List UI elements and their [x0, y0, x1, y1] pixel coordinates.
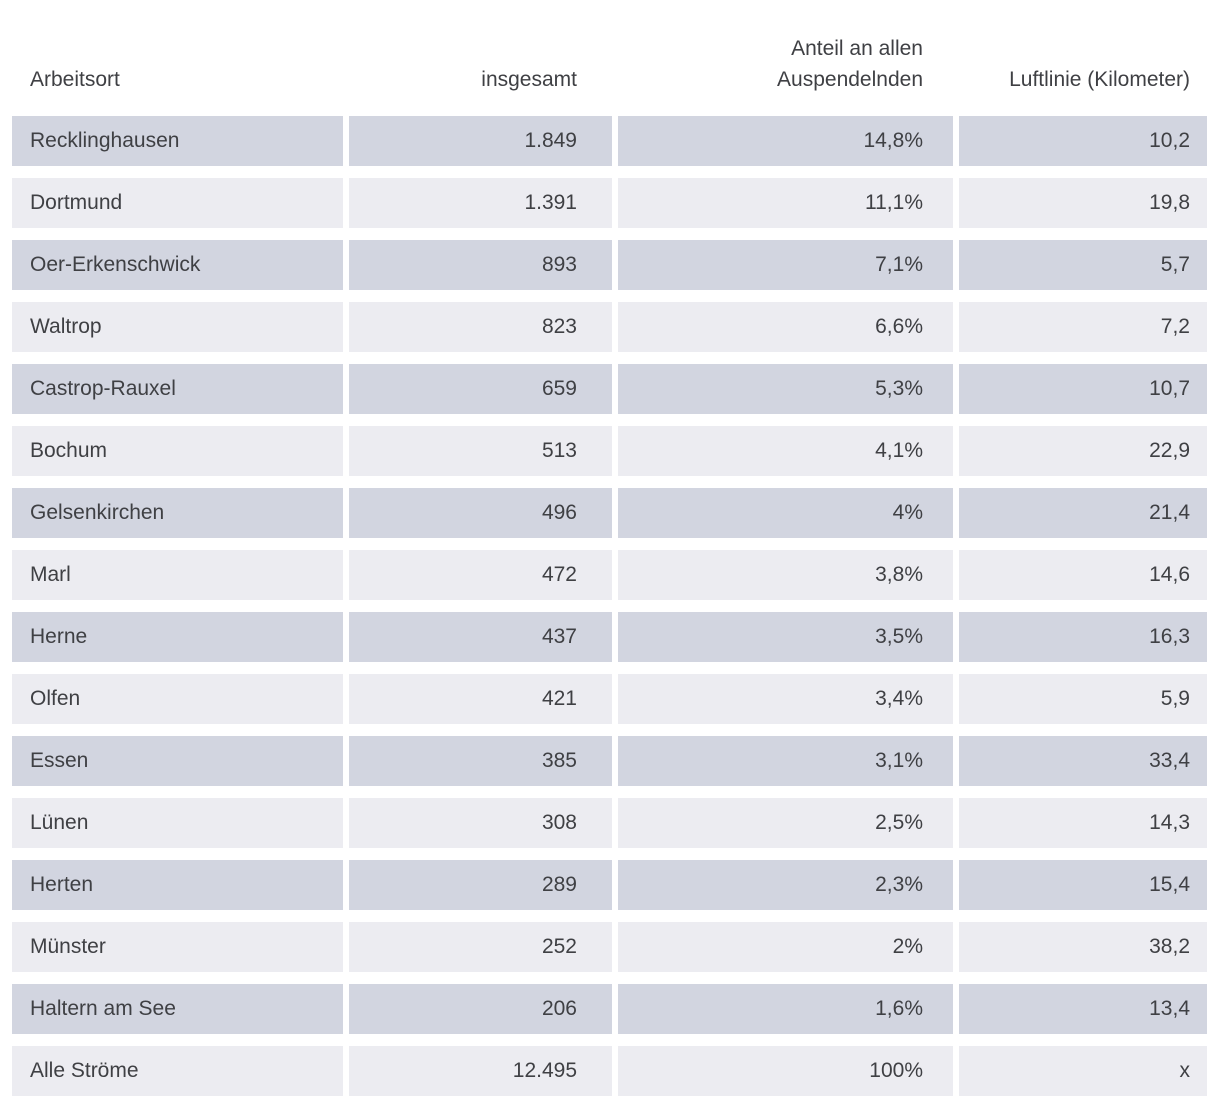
cell-arbeitsort: Dortmund: [12, 178, 343, 228]
cell-insgesamt: 893: [349, 240, 612, 290]
cell-insgesamt: 823: [349, 302, 612, 352]
cell-anteil: 3,4%: [618, 674, 953, 724]
cell-luftlinie: 10,2: [959, 116, 1207, 166]
cell-anteil: 4%: [618, 488, 953, 538]
cell-arbeitsort: Lünen: [12, 798, 343, 848]
cell-insgesamt: 206: [349, 984, 612, 1034]
table-header: Arbeitsort insgesamt Anteil an allen Aus…: [12, 33, 1220, 95]
cell-luftlinie: 16,3: [959, 612, 1207, 662]
table-row: Essen 385 3,1% 33,4: [12, 736, 1220, 786]
cell-anteil: 5,3%: [618, 364, 953, 414]
header-luftlinie: Luftlinie (Kilometer): [1009, 68, 1190, 91]
cell-anteil: 11,1%: [618, 178, 953, 228]
cell-arbeitsort: Bochum: [12, 426, 343, 476]
cell-insgesamt: 289: [349, 860, 612, 910]
cell-luftlinie: 5,7: [959, 240, 1207, 290]
table-row: Waltrop 823 6,6% 7,2: [12, 302, 1220, 352]
cell-luftlinie: 19,8: [959, 178, 1207, 228]
cell-arbeitsort: Oer-Erkenschwick: [12, 240, 343, 290]
cell-anteil: 6,6%: [618, 302, 953, 352]
cell-luftlinie: 7,2: [959, 302, 1207, 352]
cell-arbeitsort: Marl: [12, 550, 343, 600]
cell-luftlinie: 14,6: [959, 550, 1207, 600]
cell-luftlinie: 15,4: [959, 860, 1207, 910]
cell-anteil: 3,1%: [618, 736, 953, 786]
table-row: Herne 437 3,5% 16,3: [12, 612, 1220, 662]
cell-arbeitsort: Essen: [12, 736, 343, 786]
cell-insgesamt: 659: [349, 364, 612, 414]
cell-anteil: 7,1%: [618, 240, 953, 290]
cell-luftlinie: 33,4: [959, 736, 1207, 786]
cell-insgesamt: 1.849: [349, 116, 612, 166]
cell-anteil: 14,8%: [618, 116, 953, 166]
commuter-table-page: Arbeitsort insgesamt Anteil an allen Aus…: [0, 33, 1220, 1118]
cell-arbeitsort: Alle Ströme: [12, 1046, 343, 1096]
table-row: Castrop-Rauxel 659 5,3% 10,7: [12, 364, 1220, 414]
cell-anteil: 4,1%: [618, 426, 953, 476]
cell-insgesamt: 472: [349, 550, 612, 600]
table-row: Bochum 513 4,1% 22,9: [12, 426, 1220, 476]
table-rows: Recklinghausen 1.849 14,8% 10,2 Dortmund 1.39…: [12, 116, 1220, 1096]
cell-luftlinie: 10,7: [959, 364, 1207, 414]
cell-arbeitsort: Recklinghausen: [12, 116, 343, 166]
cell-insgesamt: 513: [349, 426, 612, 476]
cell-insgesamt: 385: [349, 736, 612, 786]
table-row: Dortmund 1.391 11,1% 19,8: [12, 178, 1220, 228]
table-row: Lünen 308 2,5% 14,3: [12, 798, 1220, 848]
cell-luftlinie: 21,4: [959, 488, 1207, 538]
cell-anteil: 3,5%: [618, 612, 953, 662]
cell-arbeitsort: Münster: [12, 922, 343, 972]
cell-luftlinie: 14,3: [959, 798, 1207, 848]
cell-insgesamt: 308: [349, 798, 612, 848]
table-row: Marl 472 3,8% 14,6: [12, 550, 1220, 600]
cell-arbeitsort: Herne: [12, 612, 343, 662]
cell-arbeitsort: Haltern am See: [12, 984, 343, 1034]
cell-insgesamt: 496: [349, 488, 612, 538]
header-anteil-auspendelnde: Anteil an allen Auspendelnden: [777, 37, 923, 91]
cell-anteil: 100%: [618, 1046, 953, 1096]
cell-luftlinie: x: [959, 1046, 1207, 1096]
table-row: Herten 289 2,3% 15,4: [12, 860, 1220, 910]
table-row: Münster 252 2% 38,2: [12, 922, 1220, 972]
cell-insgesamt: 252: [349, 922, 612, 972]
header-arbeitsort: Arbeitsort: [30, 68, 120, 91]
table-row: Recklinghausen 1.849 14,8% 10,2: [12, 116, 1220, 166]
cell-arbeitsort: Olfen: [12, 674, 343, 724]
cell-luftlinie: 5,9: [959, 674, 1207, 724]
table-row: Gelsenkirchen 496 4% 21,4: [12, 488, 1220, 538]
table-row: Alle Ströme 12.495 100% x: [12, 1046, 1220, 1096]
cell-luftlinie: 22,9: [959, 426, 1207, 476]
cell-anteil: 1,6%: [618, 984, 953, 1034]
cell-arbeitsort: Waltrop: [12, 302, 343, 352]
cell-anteil: 3,8%: [618, 550, 953, 600]
cell-insgesamt: 12.495: [349, 1046, 612, 1096]
cell-insgesamt: 437: [349, 612, 612, 662]
cell-anteil: 2,3%: [618, 860, 953, 910]
cell-arbeitsort: Castrop-Rauxel: [12, 364, 343, 414]
table-row: Haltern am See 206 1,6% 13,4: [12, 984, 1220, 1034]
cell-anteil: 2%: [618, 922, 953, 972]
cell-arbeitsort: Gelsenkirchen: [12, 488, 343, 538]
cell-luftlinie: 38,2: [959, 922, 1207, 972]
cell-insgesamt: 1.391: [349, 178, 612, 228]
table-row: Oer-Erkenschwick 893 7,1% 5,7: [12, 240, 1220, 290]
cell-arbeitsort: Herten: [12, 860, 343, 910]
cell-anteil: 2,5%: [618, 798, 953, 848]
table-row: Olfen 421 3,4% 5,9: [12, 674, 1220, 724]
cell-luftlinie: 13,4: [959, 984, 1207, 1034]
cell-insgesamt: 421: [349, 674, 612, 724]
header-insgesamt: insgesamt: [481, 68, 577, 91]
